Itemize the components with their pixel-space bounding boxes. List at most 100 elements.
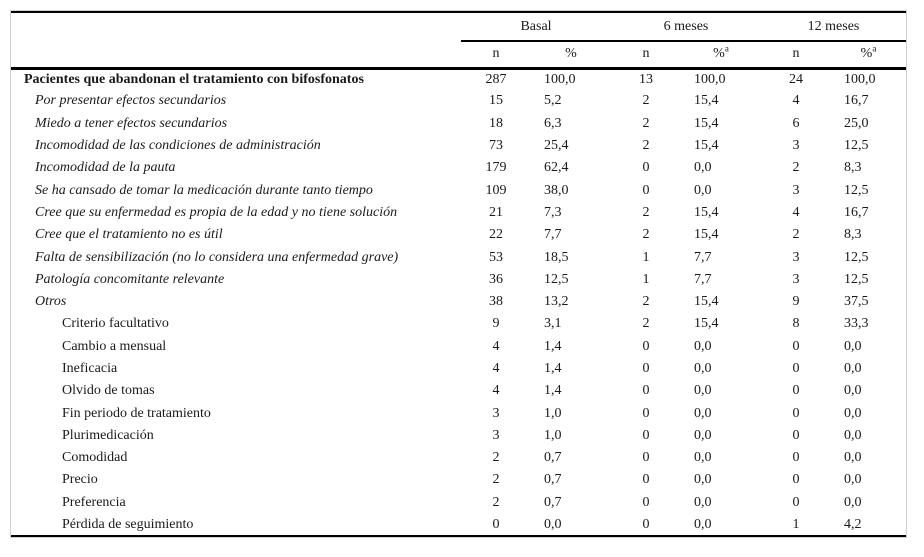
cell-value: 0 bbox=[642, 361, 650, 376]
cell-value: 8,3 bbox=[844, 227, 862, 243]
footnote-marker: a bbox=[872, 43, 877, 54]
table-row: Miedo a tener efectos secundarios 18 6,3 2 1… bbox=[11, 113, 906, 135]
cell-value: 1,4 bbox=[544, 383, 562, 399]
cell-value: 2 bbox=[642, 227, 650, 243]
cell-value: 0,0 bbox=[694, 427, 712, 443]
cell-value: 12,5 bbox=[844, 249, 869, 265]
cell-value: 0,7 bbox=[544, 450, 562, 466]
row-label: Comodidad bbox=[62, 450, 128, 466]
cell-value: 1 bbox=[642, 249, 650, 265]
cell-value: 8 bbox=[792, 316, 800, 332]
cell-value: 0 bbox=[642, 450, 650, 466]
cell-value: 24 bbox=[789, 71, 804, 87]
cell-value: 16,7 bbox=[844, 93, 869, 109]
row-label: Pérdida de seguimiento bbox=[62, 516, 194, 532]
cell-value: 4,2 bbox=[844, 516, 862, 532]
subheader-row: n% n %a n %a bbox=[11, 41, 907, 70]
table-row: Cree que el tratamiento no es útil 22 7,7 2… bbox=[11, 224, 906, 246]
cell-value: 0 bbox=[642, 494, 650, 510]
cell-value: 0,0 bbox=[694, 182, 712, 198]
cell-value: 13,2 bbox=[544, 294, 569, 310]
cell-value: 0,7 bbox=[544, 494, 562, 510]
cell-value: 0,0 bbox=[544, 516, 562, 532]
row-label: Patología concomitante relevante bbox=[35, 271, 225, 287]
cell-value: 4 bbox=[792, 204, 800, 220]
table-row: Plurimedicación 3 1,0 0 0,0 0 0,0 bbox=[11, 425, 906, 447]
cell-value: 9 bbox=[792, 294, 800, 310]
cell-value: 4 bbox=[792, 93, 800, 109]
cell-value: 2 bbox=[492, 472, 500, 488]
cell-value: 1 bbox=[792, 516, 800, 532]
table-row: Pacientes que abandonan el tratamiento c… bbox=[11, 68, 906, 90]
row-label: Cree que su enfermedad es propia de la e… bbox=[35, 204, 398, 220]
cell-value: 0,7 bbox=[544, 472, 562, 488]
cell-value: 2 bbox=[642, 316, 650, 332]
cell-value: 2 bbox=[642, 93, 650, 109]
cell-value: 36 bbox=[489, 271, 503, 287]
column-header-n: n bbox=[611, 41, 682, 70]
cell-value: 3 bbox=[792, 138, 800, 154]
cell-value: 22 bbox=[489, 227, 503, 243]
column-group-basal: Basal bbox=[461, 12, 612, 42]
cell-value: 0 bbox=[642, 383, 650, 399]
cell-value: 0,0 bbox=[694, 494, 712, 510]
cell-value: 0,0 bbox=[694, 450, 712, 466]
cell-value: 0,0 bbox=[844, 494, 862, 510]
cell-value: 1,0 bbox=[544, 427, 562, 443]
column-group-6-meses: 6 meses bbox=[611, 12, 762, 42]
row-label: Cambio a mensual bbox=[62, 338, 167, 354]
cell-value: 4 bbox=[492, 383, 500, 399]
row-label: Pacientes que abandonan el tratamiento c… bbox=[24, 71, 364, 87]
cell-value: 4 bbox=[492, 338, 500, 354]
cell-value: 15,4 bbox=[694, 316, 719, 332]
cell-value: 3 bbox=[792, 271, 800, 287]
cell-value: 7,3 bbox=[544, 204, 562, 220]
table-row: Otros 38 13,2 2 15,4 9 37,5 bbox=[11, 291, 906, 313]
cell-value: 0,0 bbox=[844, 427, 862, 443]
cell-value: 15,4 bbox=[694, 227, 719, 243]
row-label: Miedo a tener efectos secundarios bbox=[35, 115, 228, 131]
row-label: Ineficacia bbox=[62, 361, 118, 376]
cell-value: 109 bbox=[485, 182, 507, 198]
table-row: Por presentar efectos secundarios 15 5,2 2 1… bbox=[11, 90, 906, 112]
cell-value: 73 bbox=[489, 138, 503, 154]
cell-value: 12,5 bbox=[844, 138, 869, 154]
cell-value: 2 bbox=[492, 450, 500, 466]
table-row: Ineficacia 4 1,4 0 0,0 0 0,0 bbox=[11, 358, 906, 380]
cell-value: 287 bbox=[485, 71, 507, 87]
row-label: Incomodidad de las condiciones de admini… bbox=[35, 138, 321, 154]
cell-value: 15,4 bbox=[694, 294, 719, 310]
cell-value: 2 bbox=[642, 294, 650, 310]
cell-value: 0 bbox=[792, 338, 800, 354]
cell-value: 38 bbox=[489, 294, 503, 310]
cell-value: 0,0 bbox=[694, 472, 712, 488]
table-row: Se ha cansado de tomar la medicación dur… bbox=[11, 179, 906, 201]
cell-value: 33,3 bbox=[844, 316, 869, 332]
cell-value: 100,0 bbox=[544, 71, 576, 87]
cell-value: 0,0 bbox=[844, 405, 862, 421]
column-header-pct: % bbox=[531, 41, 612, 70]
cell-value: 3 bbox=[492, 427, 500, 443]
cell-value: 179 bbox=[485, 160, 507, 176]
table-row: Cambio a mensual 4 1,4 0 0,0 0 0,0 bbox=[11, 336, 906, 358]
cell-value: 15,4 bbox=[694, 138, 719, 154]
results-table-box: Basal 6 meses 12 meses n% n %a n %a Paciente… bbox=[10, 10, 907, 539]
table-row: Criterio facultativo 9 3,1 2 15,4 8 33,3 bbox=[11, 313, 906, 335]
cell-value: 1 bbox=[642, 271, 650, 287]
footnote-marker: a bbox=[724, 43, 729, 54]
group-header-row: Basal 6 meses 12 meses bbox=[11, 12, 907, 42]
cell-value: 0 bbox=[792, 494, 800, 510]
column-header-n: n bbox=[461, 41, 531, 70]
cell-value: 1,4 bbox=[544, 361, 562, 376]
cell-value: 21 bbox=[489, 204, 503, 220]
corner-cell bbox=[11, 41, 461, 70]
row-label: Plurimedicación bbox=[62, 427, 154, 443]
cell-value: 2 bbox=[792, 160, 800, 176]
cell-value: 0,0 bbox=[844, 450, 862, 466]
cell-value: 0 bbox=[642, 427, 650, 443]
table-header: Basal 6 meses 12 meses n% n %a n %a bbox=[11, 12, 907, 70]
cell-value: 0 bbox=[792, 472, 800, 488]
cell-value: 2 bbox=[642, 204, 650, 220]
cell-value: 15,4 bbox=[694, 93, 719, 109]
row-label: Criterio facultativo bbox=[62, 316, 169, 332]
